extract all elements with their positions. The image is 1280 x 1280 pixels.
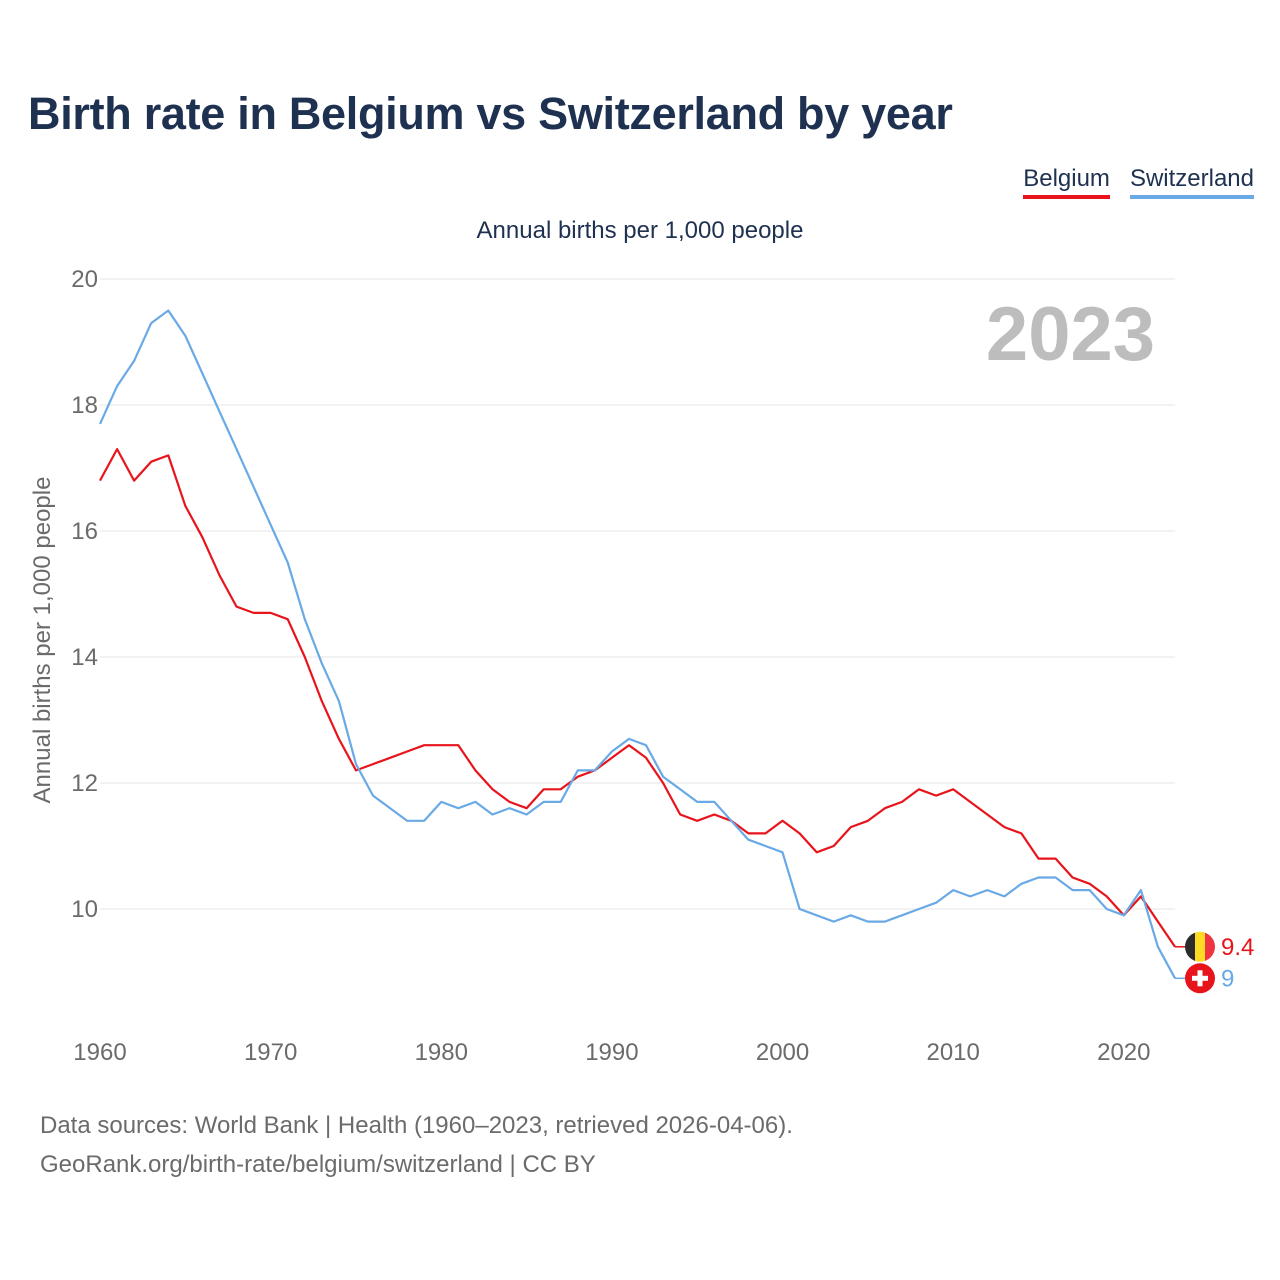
series-line-switzerland: [98, 309, 1176, 979]
source-line-1: Data sources: World Bank | Health (1960–…: [40, 1112, 793, 1139]
source-line-2[interactable]: GeoRank.org/birth-rate/belgium/switzerla…: [40, 1151, 596, 1178]
y-axis-label: Annual births per 1,000 people: [29, 477, 56, 804]
gridlines: [100, 278, 1175, 910]
x-axis-ticks: 1960 1970 1980 1990 2000 2010 2020: [73, 1039, 1150, 1066]
belgium-end-value: 9.4: [1221, 934, 1254, 961]
x-tick-label: 2020: [1097, 1039, 1150, 1066]
series-line-belgium: [99, 448, 1176, 948]
y-tick-label: 20: [71, 266, 98, 293]
series-lines: [98, 309, 1176, 979]
y-axis-ticks: 10 12 14 16 18 20: [71, 266, 98, 923]
legend-item-belgium[interactable]: Belgium: [1023, 165, 1110, 199]
x-tick-label: 1960: [73, 1039, 126, 1066]
legend: Belgium Switzerland: [1023, 165, 1254, 199]
x-tick-label: 1980: [415, 1039, 468, 1066]
legend-item-switzerland[interactable]: Switzerland: [1129, 165, 1254, 199]
y-tick-label: 16: [71, 518, 98, 545]
source-note: Data sources: World Bank | Health (1960–…: [40, 1106, 793, 1184]
y-tick-label: 18: [71, 392, 98, 419]
x-tick-label: 2000: [756, 1039, 809, 1066]
switzerland-flag-icon: [1185, 963, 1215, 994]
chart-subtitle: Annual births per 1,000 people: [476, 217, 804, 244]
x-tick-label: 1990: [585, 1039, 638, 1066]
belgium-flag-icon: [1185, 931, 1215, 962]
y-tick-label: 12: [71, 770, 98, 797]
y-tick-label: 14: [71, 644, 98, 671]
y-tick-label: 10: [71, 896, 98, 923]
year-label: 2023: [986, 292, 1155, 377]
x-tick-label: 1970: [244, 1039, 297, 1066]
x-tick-label: 2010: [926, 1039, 979, 1066]
switzerland-end-value: 9: [1221, 965, 1234, 992]
chart-title: Birth rate in Belgium vs Switzerland by …: [28, 88, 953, 139]
end-markers: 9.49: [1175, 931, 1254, 994]
